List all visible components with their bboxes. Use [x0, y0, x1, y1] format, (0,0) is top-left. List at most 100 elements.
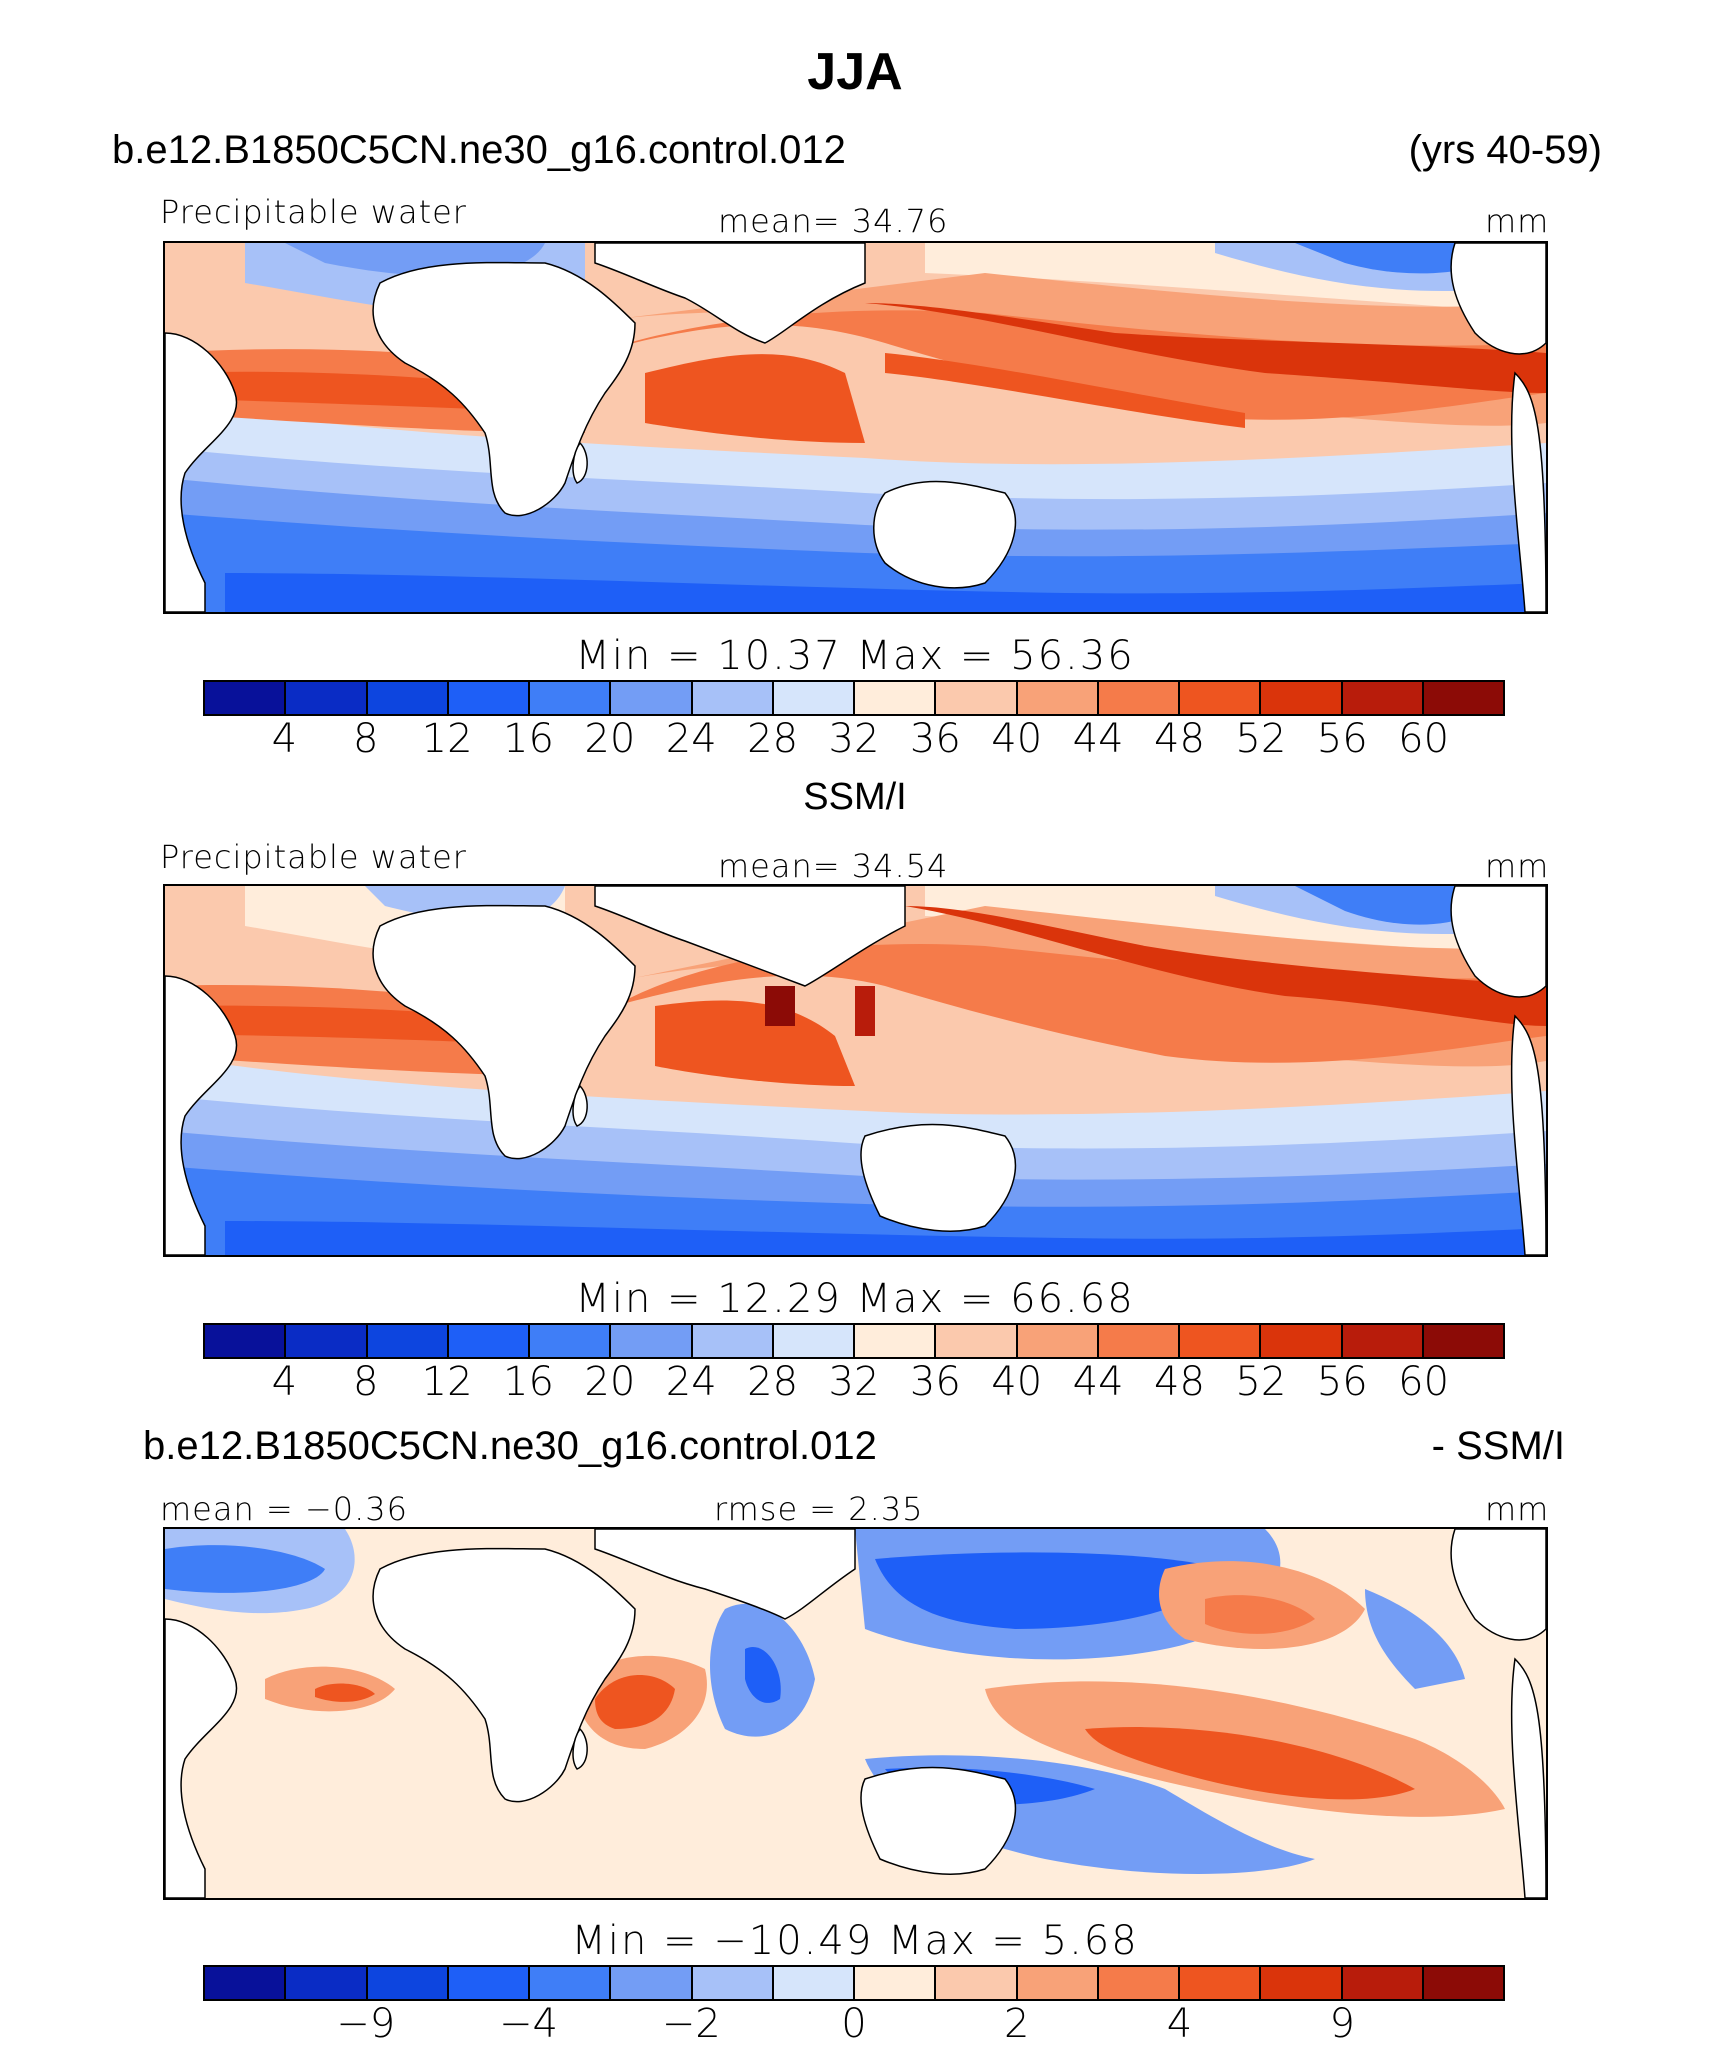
panel2-variable-label: Precipitable water — [160, 838, 467, 876]
colorbar-box — [1098, 1325, 1180, 1357]
colorbar-box — [205, 1325, 287, 1357]
colorbar-tick-label: 12 — [421, 716, 473, 762]
panel3-units-label: mm — [1485, 1490, 1550, 1528]
colorbar-box — [367, 1967, 449, 1999]
colorbar-tick-label: 40 — [991, 1359, 1043, 1405]
colorbar-box — [1423, 1325, 1503, 1357]
colorbar-box — [1017, 682, 1099, 714]
colorbar-tick-label: 44 — [1072, 1359, 1124, 1405]
colorbar-box — [773, 682, 855, 714]
panel3-mean-label: mean = −0.36 — [160, 1490, 408, 1528]
panel1-variable-label: Precipitable water — [160, 193, 467, 231]
panel1-case-title: b.e12.B1850C5CN.ne30_g16.control.012 — [112, 128, 846, 172]
panel3-rmse-label: rmse = 2.35 — [714, 1490, 924, 1528]
colorbar-box — [448, 682, 530, 714]
colorbar-tick-label: 4 — [271, 1359, 298, 1405]
panel2-colorbar-labels: 4 8 12 16 20 24 28 32 36 40 44 48 52 56 60 — [203, 1359, 1505, 1407]
colorbar-box — [1261, 1967, 1343, 1999]
panel1-years: (yrs 40-59) — [1408, 128, 1602, 172]
colorbar-box — [611, 1325, 693, 1357]
panel1-map — [163, 241, 1548, 614]
colorbar-box — [448, 1967, 530, 1999]
panel3-map — [163, 1527, 1548, 1900]
colorbar-box — [611, 682, 693, 714]
colorbar-tick-label: 28 — [747, 1359, 799, 1405]
colorbar-box — [1180, 682, 1262, 714]
colorbar-box — [1423, 1967, 1503, 1999]
colorbar-tick-label: 60 — [1398, 716, 1450, 762]
colorbar-tick-label: 12 — [421, 1359, 473, 1405]
colorbar-tick-label: 8 — [353, 1359, 379, 1405]
colorbar-box — [611, 1967, 693, 1999]
colorbar-box — [1423, 682, 1503, 714]
colorbar-box — [1180, 1967, 1262, 1999]
colorbar-tick-label: 32 — [828, 1359, 880, 1405]
colorbar-box — [1261, 1325, 1343, 1357]
panel3-minmax: Min = −10.49 Max = 5.68 — [571, 1918, 1139, 1964]
colorbar-box — [286, 682, 368, 714]
panel1-minmax: Min = 10.37 Max = 56.36 — [575, 633, 1135, 679]
panel1-mean-label: mean= 34.76 — [718, 202, 949, 240]
colorbar-tick-label: 4 — [271, 716, 298, 762]
panel2-title: SSM/I — [803, 776, 907, 818]
colorbar-box — [1098, 682, 1180, 714]
panel2-minmax: Min = 12.29 Max = 66.68 — [575, 1276, 1135, 1322]
panel2-colorbar — [203, 1323, 1505, 1359]
colorbar-box — [205, 682, 287, 714]
colorbar-box — [530, 682, 612, 714]
colorbar-tick-label: 32 — [828, 716, 880, 762]
panel2-mean-label: mean= 34.54 — [718, 847, 949, 885]
colorbar-tick-label: −2 — [661, 2001, 721, 2047]
panel2-map — [163, 884, 1548, 1257]
colorbar-box — [936, 1325, 1018, 1357]
colorbar-tick-label: 48 — [1154, 716, 1205, 762]
colorbar-box — [692, 1325, 774, 1357]
panel3-minus-ssmi: - SSM/I — [1431, 1424, 1565, 1468]
colorbar-tick-label: 4 — [1166, 2001, 1193, 2047]
colorbar-box — [286, 1325, 368, 1357]
colorbar-box — [1017, 1325, 1099, 1357]
colorbar-box — [692, 1967, 774, 1999]
panel3-field-plot — [165, 1529, 1546, 1898]
colorbar-tick-label: 16 — [503, 716, 554, 762]
colorbar-tick-label: −4 — [499, 2001, 558, 2047]
colorbar-box — [773, 1325, 855, 1357]
colorbar-tick-label: 0 — [841, 2001, 867, 2047]
panel3-case-title: b.e12.B1850C5CN.ne30_g16.control.012 — [143, 1424, 877, 1468]
panel1-field-plot — [165, 243, 1546, 612]
colorbar-box — [773, 1967, 855, 1999]
colorbar-tick-label: 48 — [1154, 1359, 1205, 1405]
colorbar-box — [205, 1967, 287, 1999]
colorbar-box — [530, 1967, 612, 1999]
colorbar-tick-label: 40 — [991, 716, 1043, 762]
colorbar-box — [1342, 1967, 1424, 1999]
figure-title: JJA — [807, 43, 903, 101]
colorbar-box — [855, 1967, 937, 1999]
panel1-colorbar — [203, 680, 1505, 716]
colorbar-box — [855, 682, 937, 714]
colorbar-tick-label: 20 — [584, 1359, 636, 1405]
colorbar-box — [530, 1325, 612, 1357]
colorbar-tick-label: 36 — [909, 716, 961, 762]
colorbar-tick-label: 24 — [665, 716, 717, 762]
colorbar-tick-label: 36 — [909, 1359, 961, 1405]
panel1-colorbar-labels: 4 8 12 16 20 24 28 32 36 40 44 48 52 56 60 — [203, 716, 1505, 764]
colorbar-tick-label: 52 — [1235, 716, 1287, 762]
panel2-units-label: mm — [1485, 847, 1550, 885]
colorbar-box — [448, 1325, 530, 1357]
panel3-colorbar — [203, 1965, 1505, 2001]
colorbar-box — [286, 1967, 368, 1999]
colorbar-box — [1180, 1325, 1262, 1357]
colorbar-box — [692, 682, 774, 714]
panel3-colorbar-labels: −9 −4 −2 0 2 4 9 — [203, 2001, 1505, 2049]
colorbar-tick-label: 28 — [747, 716, 799, 762]
colorbar-tick-label: 2 — [1004, 2001, 1030, 2047]
colorbar-tick-label: 20 — [584, 716, 636, 762]
colorbar-box — [855, 1325, 937, 1357]
colorbar-box — [1017, 1967, 1099, 1999]
colorbar-tick-label: −9 — [336, 2001, 396, 2047]
colorbar-box — [1342, 1325, 1424, 1357]
colorbar-box — [1342, 682, 1424, 714]
colorbar-tick-label: 24 — [665, 1359, 717, 1405]
colorbar-box — [1261, 682, 1343, 714]
